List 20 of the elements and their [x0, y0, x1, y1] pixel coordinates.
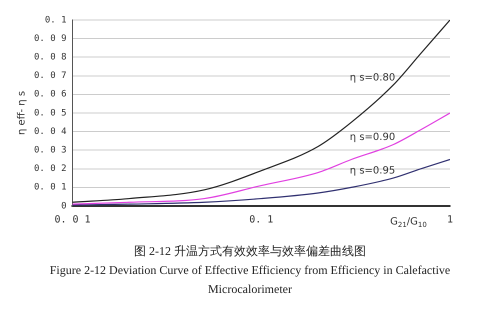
x-tick-label: 0. 1	[249, 214, 274, 226]
y-tick-label: 0. 0 7	[34, 71, 67, 82]
y-axis-title: η eff- η s	[16, 90, 28, 136]
y-tick-label: 0. 0 9	[34, 34, 67, 44]
x-tick-label: 0. 0 1	[54, 214, 91, 226]
y-tick-label: 0. 0 8	[34, 52, 67, 63]
x-tick-label: 1	[446, 214, 454, 226]
series-label: η s=0.80	[350, 72, 396, 84]
y-tick-label: 0. 0 4	[34, 126, 67, 137]
y-tick-label: 0. 0 2	[34, 164, 67, 174]
y-tick-label: 0. 0 1	[34, 182, 67, 193]
y-tick-label: 0	[61, 201, 67, 212]
y-tick-label: 0. 0 6	[34, 90, 67, 100]
y-tick-label: 0. 1	[44, 15, 67, 26]
text: Figure 2-12 Deviation Curve of Effective Efficiency from Efficiency in Calefactive Microcalorimeter	[48, 262, 452, 298]
text: 图 2-12 升温方式有效效率与效率偏差曲线图	[133, 243, 367, 260]
series-label: η s=0.95	[350, 166, 396, 177]
y-tick-label: 0. 0 5	[34, 108, 67, 118]
y-tick-label: 0. 0 3	[34, 146, 67, 156]
series-label: η s=0.90	[350, 132, 396, 144]
